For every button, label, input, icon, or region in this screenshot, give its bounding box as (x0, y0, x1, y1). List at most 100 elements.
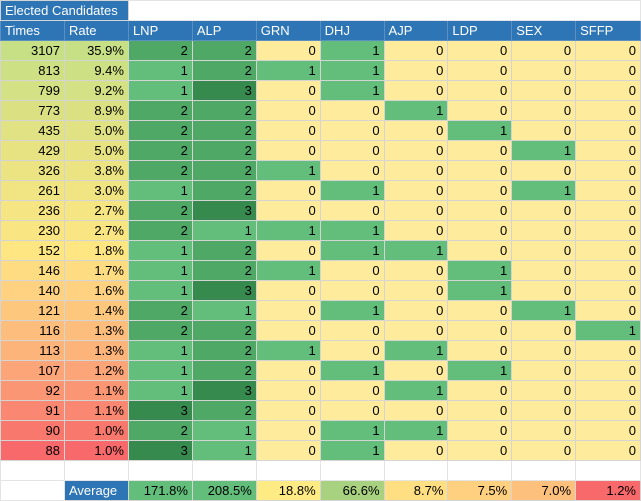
cell-ldp[interactable]: 0 (447, 60, 513, 81)
average-grn[interactable]: 18.8% (255, 480, 321, 501)
cell-ldp[interactable]: 0 (447, 160, 513, 181)
cell-grn[interactable]: 1 (255, 340, 321, 361)
cell-alp[interactable]: 1 (191, 440, 257, 461)
cell-rate[interactable]: 1.7% (63, 260, 129, 281)
cell-sex[interactable]: 0 (511, 80, 577, 101)
blank-cell[interactable] (511, 460, 577, 481)
cell-ldp[interactable]: 1 (447, 280, 513, 301)
cell-dhj[interactable]: 0 (319, 320, 385, 341)
cell-alp[interactable]: 3 (191, 80, 257, 101)
cell-times[interactable]: 146 (0, 260, 65, 281)
cell-sex[interactable]: 0 (511, 380, 577, 401)
cell-sex[interactable]: 0 (511, 420, 577, 441)
cell-dhj[interactable]: 1 (319, 360, 385, 381)
cell-grn[interactable]: 0 (255, 200, 321, 221)
cell-sex[interactable]: 0 (511, 240, 577, 261)
cell-alp[interactable]: 1 (191, 220, 257, 241)
cell-grn[interactable]: 0 (255, 40, 321, 61)
cell-rate[interactable]: 1.0% (63, 440, 129, 461)
blank-cell[interactable] (319, 460, 385, 481)
blank-cell[interactable] (255, 460, 321, 481)
cell-rate[interactable]: 1.8% (63, 240, 129, 261)
cell-sex[interactable]: 1 (511, 300, 577, 321)
cell-sex[interactable]: 0 (511, 320, 577, 341)
cell-rate[interactable]: 2.7% (63, 220, 129, 241)
cell-alp[interactable]: 2 (191, 40, 257, 61)
cell-dhj[interactable]: 0 (319, 160, 385, 181)
cell-sffp[interactable]: 0 (575, 120, 641, 141)
cell-sffp[interactable]: 0 (575, 200, 641, 221)
cell-times[interactable]: 88 (0, 440, 65, 461)
cell-lnp[interactable]: 1 (127, 180, 193, 201)
cell-alp[interactable]: 2 (191, 320, 257, 341)
cell-ldp[interactable]: 0 (447, 380, 513, 401)
cell-lnp[interactable]: 2 (127, 200, 193, 221)
cell-rate[interactable]: 1.2% (63, 360, 129, 381)
cell-lnp[interactable]: 3 (127, 440, 193, 461)
cell-dhj[interactable]: 0 (319, 260, 385, 281)
cell-lnp[interactable]: 2 (127, 320, 193, 341)
header-grn[interactable]: GRN (255, 20, 321, 41)
cell-ldp[interactable]: 1 (447, 120, 513, 141)
cell-ajp[interactable]: 0 (383, 300, 449, 321)
cell-ldp[interactable]: 0 (447, 400, 513, 421)
cell-ldp[interactable]: 0 (447, 420, 513, 441)
cell-ajp[interactable]: 0 (383, 400, 449, 421)
cell-grn[interactable]: 0 (255, 240, 321, 261)
cell-lnp[interactable]: 2 (127, 40, 193, 61)
cell-ldp[interactable]: 0 (447, 180, 513, 201)
header-sffp[interactable]: SFFP (575, 20, 641, 41)
cell-rate[interactable]: 1.3% (63, 340, 129, 361)
average-ajp[interactable]: 8.7% (383, 480, 449, 501)
cell-alp[interactable]: 2 (191, 400, 257, 421)
cell-times[interactable]: 113 (0, 340, 65, 361)
cell-lnp[interactable]: 2 (127, 120, 193, 141)
cell-dhj[interactable]: 1 (319, 40, 385, 61)
cell-times[interactable]: 236 (0, 200, 65, 221)
cell-lnp[interactable]: 1 (127, 280, 193, 301)
average-sex[interactable]: 7.0% (511, 480, 577, 501)
cell-grn[interactable]: 0 (255, 380, 321, 401)
cell-times[interactable]: 92 (0, 380, 65, 401)
header-sex[interactable]: SEX (511, 20, 577, 41)
cell-dhj[interactable]: 1 (319, 220, 385, 241)
cell-sex[interactable]: 0 (511, 40, 577, 61)
cell-lnp[interactable]: 3 (127, 400, 193, 421)
cell-times[interactable]: 429 (0, 140, 65, 161)
cell-lnp[interactable]: 2 (127, 300, 193, 321)
cell-ldp[interactable]: 0 (447, 80, 513, 101)
cell-alp[interactable]: 2 (191, 120, 257, 141)
cell-sex[interactable]: 0 (511, 400, 577, 421)
cell-lnp[interactable]: 2 (127, 420, 193, 441)
cell-grn[interactable]: 0 (255, 100, 321, 121)
cell-lnp[interactable]: 2 (127, 160, 193, 181)
average-lnp[interactable]: 171.8% (127, 480, 193, 501)
cell-dhj[interactable]: 0 (319, 120, 385, 141)
cell-sffp[interactable]: 0 (575, 260, 641, 281)
cell-dhj[interactable]: 0 (319, 100, 385, 121)
cell-sffp[interactable]: 0 (575, 340, 641, 361)
cell-ldp[interactable]: 0 (447, 40, 513, 61)
cell-dhj[interactable]: 0 (319, 380, 385, 401)
cell-rate[interactable]: 9.2% (63, 80, 129, 101)
cell-grn[interactable]: 0 (255, 440, 321, 461)
cell-dhj[interactable]: 0 (319, 340, 385, 361)
cell-sex[interactable]: 1 (511, 140, 577, 161)
cell-rate[interactable]: 2.7% (63, 200, 129, 221)
cell-sex[interactable]: 0 (511, 340, 577, 361)
cell-times[interactable]: 90 (0, 420, 65, 441)
cell-sex[interactable]: 0 (511, 280, 577, 301)
cell-rate[interactable]: 9.4% (63, 60, 129, 81)
cell-ldp[interactable]: 0 (447, 300, 513, 321)
cell-ajp[interactable]: 0 (383, 280, 449, 301)
cell-times[interactable]: 107 (0, 360, 65, 381)
header-alp[interactable]: ALP (191, 20, 257, 41)
average-label[interactable]: Average (63, 480, 129, 501)
cell-lnp[interactable]: 2 (127, 140, 193, 161)
blank-cell[interactable] (191, 460, 257, 481)
cell-ldp[interactable]: 0 (447, 100, 513, 121)
cell-dhj[interactable]: 1 (319, 440, 385, 461)
cell-grn[interactable]: 1 (255, 60, 321, 81)
cell-ldp[interactable]: 0 (447, 140, 513, 161)
cell-times[interactable]: 799 (0, 80, 65, 101)
